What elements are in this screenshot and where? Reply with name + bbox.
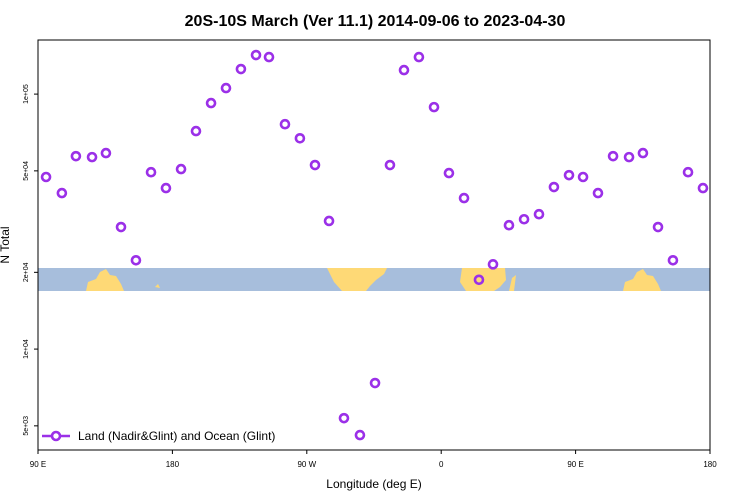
data-point [384, 159, 396, 171]
data-point [577, 171, 589, 183]
y-tick-label: 2e+04 [23, 262, 30, 282]
data-point [100, 147, 112, 159]
y-tick-label: 5e+03 [23, 416, 30, 436]
x-tick-label: 180 [703, 460, 717, 469]
data-point [369, 377, 381, 389]
data-point [592, 187, 604, 199]
data-point [652, 221, 664, 233]
data-point [160, 182, 172, 194]
data-point [398, 64, 410, 76]
data-point [458, 192, 470, 204]
map-strip [38, 268, 710, 291]
plot-frame [37, 39, 711, 451]
x-tick-label: 0 [439, 460, 444, 469]
x-tick-label: 90 W [297, 460, 316, 469]
data-point [220, 82, 232, 94]
chart-title: 20S-10S March (Ver 11.1) 2014-09-06 to 2… [185, 13, 566, 30]
x-tick-label: 90 E [30, 460, 46, 469]
data-point [637, 147, 649, 159]
data-point [323, 215, 335, 227]
legend-marker [50, 430, 62, 442]
data-point [428, 101, 440, 113]
data-point [533, 208, 545, 220]
legend-label: Land (Nadir&Glint) and Ocean (Glint) [78, 429, 275, 443]
data-point [70, 150, 82, 162]
data-point [487, 259, 499, 270]
data-point [338, 412, 350, 424]
y-tick-label: 5e+04 [23, 161, 30, 181]
data-point [205, 97, 217, 109]
data-point [263, 51, 275, 63]
data-point [518, 213, 530, 225]
data-point [503, 219, 515, 231]
data-point [667, 254, 679, 266]
data-point [115, 221, 127, 233]
data-point [697, 182, 709, 194]
data-point [250, 49, 262, 61]
data-point [86, 151, 98, 163]
y-tick-label: 1e+05 [23, 84, 30, 104]
y-tick-label: 1e+04 [23, 339, 30, 359]
data-point [175, 163, 187, 175]
data-point [40, 171, 52, 183]
data-point [145, 166, 157, 178]
data-point [413, 51, 425, 63]
data-point [473, 274, 485, 286]
data-point [623, 151, 635, 163]
data-point [309, 159, 321, 171]
data-point [354, 429, 366, 441]
data-point [279, 118, 291, 130]
x-axis-label: Longitude (deg E) [326, 477, 421, 491]
data-point [56, 187, 68, 199]
data-point [294, 132, 306, 144]
data-point [235, 63, 247, 75]
data-point [443, 167, 455, 179]
data-point [607, 150, 619, 162]
y-axis-label: N Total [0, 226, 12, 263]
data-point [563, 169, 575, 181]
data-point [130, 254, 142, 266]
data-point [548, 181, 560, 193]
x-tick-label: 180 [166, 460, 180, 469]
data-point [682, 166, 694, 178]
x-tick-label: 90 E [567, 460, 583, 469]
data-point [190, 125, 202, 137]
